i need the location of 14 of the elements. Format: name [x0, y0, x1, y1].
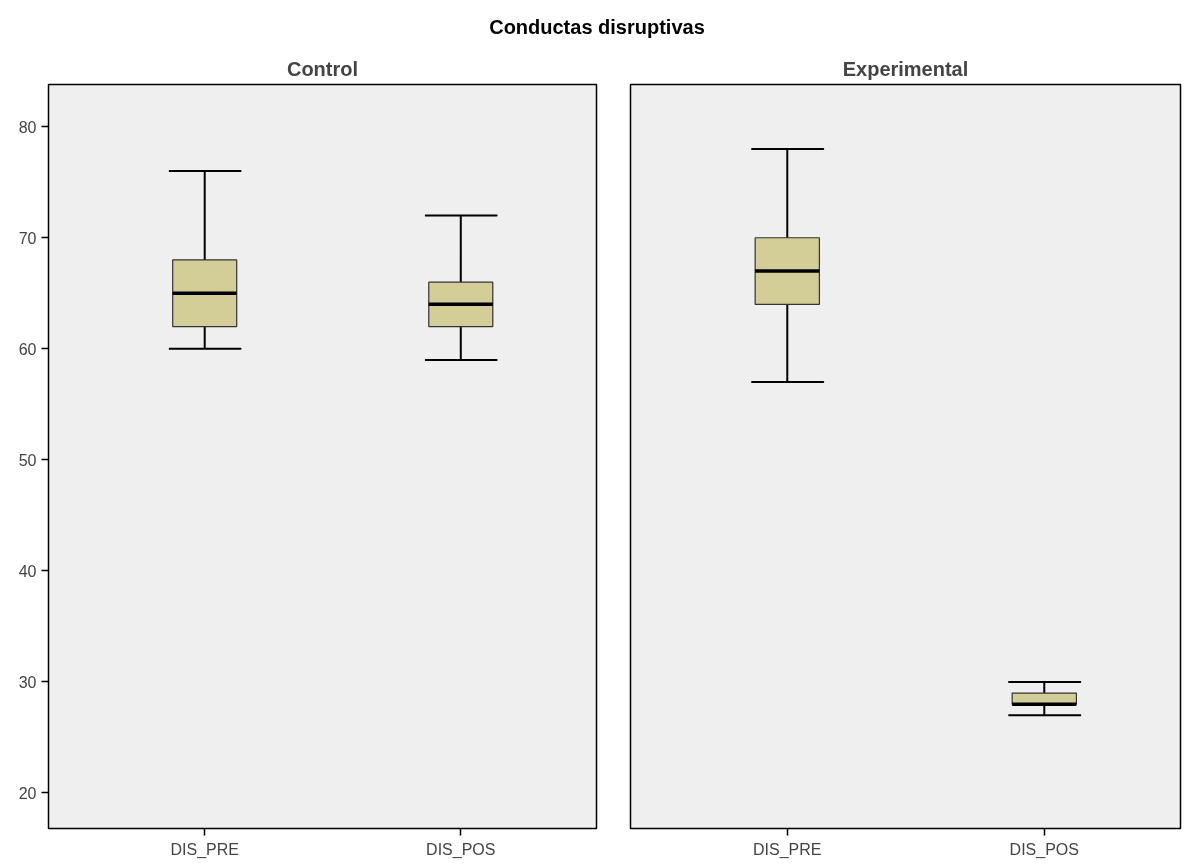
y-tick-label: 80: [18, 118, 37, 136]
y-tick-label: 50: [18, 451, 37, 469]
chart-title: Control: [286, 57, 359, 80]
y-tick-label: 20: [18, 784, 37, 802]
x-tick-label: DIS_POS: [426, 840, 496, 859]
x-tick-label: DIS_PRE: [753, 840, 822, 859]
y-tick-label: 60: [18, 340, 37, 358]
y-tick-label: 70: [18, 229, 37, 247]
x-tick-label: DIS_POS: [1009, 840, 1079, 859]
x-tick-label: DIS_PRE: [170, 840, 239, 859]
y-tick-label: 30: [18, 673, 37, 691]
chart-title: Experimental: [842, 57, 969, 80]
text: Conductas disruptivas: [489, 15, 705, 40]
y-tick-label: 40: [18, 562, 37, 580]
